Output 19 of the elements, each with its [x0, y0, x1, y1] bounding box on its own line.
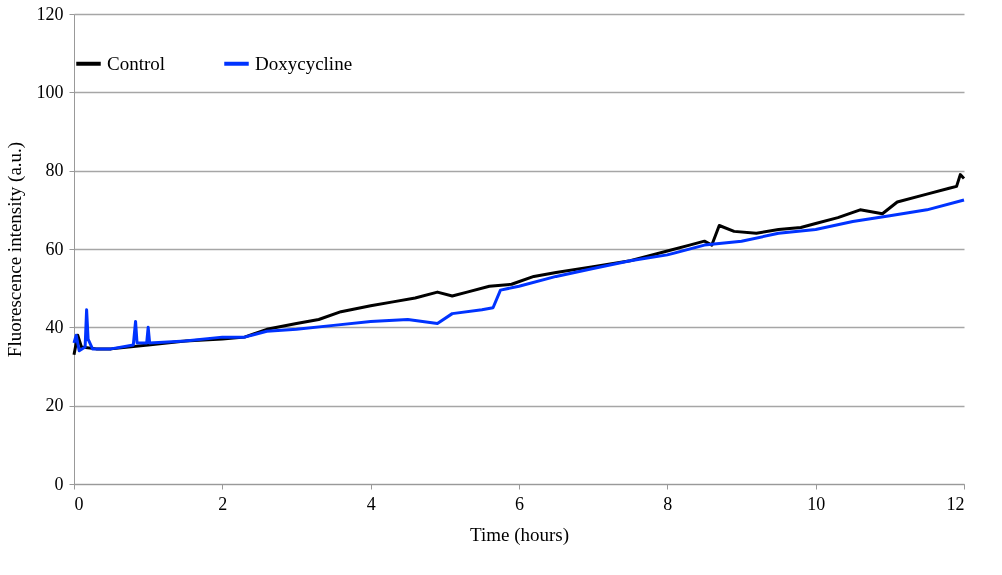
y-tick-label: 0 — [54, 473, 64, 494]
legend-label: Control — [107, 52, 166, 74]
y-tick-label: 20 — [45, 395, 64, 416]
x-tick-label: 4 — [366, 493, 376, 514]
y-tick-label: 80 — [45, 160, 64, 181]
x-tick-label: 2 — [218, 493, 228, 514]
y-tick-label: 100 — [36, 81, 64, 102]
y-tick-label: 120 — [36, 3, 64, 24]
x-tick-label: 12 — [946, 493, 965, 514]
x-tick-label: 6 — [515, 493, 524, 514]
x-tick-label: 0 — [74, 493, 84, 514]
x-tick-label: 10 — [807, 493, 826, 514]
y-tick-label: 40 — [45, 316, 64, 337]
legend-label: Doxycycline — [255, 52, 353, 74]
line-series — [72, 198, 966, 353]
y-tick-label: 60 — [45, 238, 64, 259]
x-axis-title: Time (hours) — [469, 523, 570, 546]
x-tick-label: 8 — [663, 493, 673, 514]
y-axis-title: Fluorescence intensity (a.u.) — [3, 141, 26, 358]
